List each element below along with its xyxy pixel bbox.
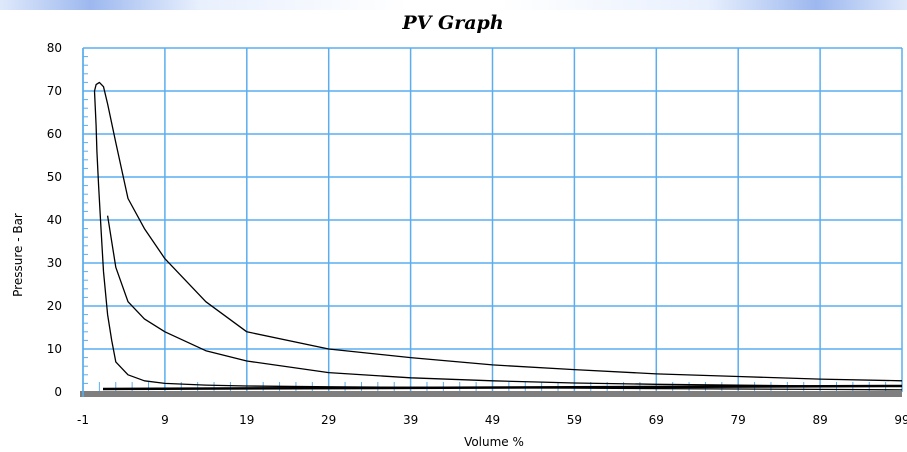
- x-tick-label: 9: [161, 413, 169, 427]
- pv-curve-line: [93, 81, 903, 391]
- x-tick-label: 39: [403, 413, 418, 427]
- x-tick-label: 19: [239, 413, 254, 427]
- chart-title: PV Graph: [401, 12, 503, 34]
- x-tick-label: 79: [731, 413, 746, 427]
- y-tick-labels: 0 10 20 30 40 50 60 70 80: [47, 41, 62, 399]
- y-tick-label: 10: [47, 342, 62, 356]
- grid: [82, 47, 903, 393]
- minor-ticks: [83, 56, 887, 392]
- x-axis-label: Volume %: [464, 435, 524, 449]
- x-tick-label: 49: [485, 413, 500, 427]
- y-tick-label: 20: [47, 299, 62, 313]
- x-axis-baseline: [80, 391, 902, 397]
- y-tick-label: 80: [47, 41, 62, 55]
- x-tick-label: 99: [894, 413, 907, 427]
- x-tick-labels: -1 9 19 29 39 49 59 69 79 89 99: [77, 413, 907, 427]
- pv-curve-line: [106, 215, 903, 388]
- y-tick-label: 70: [47, 84, 62, 98]
- y-axis-label: Pressure - Bar: [11, 213, 25, 297]
- y-tick-label: 60: [47, 127, 62, 141]
- y-tick-label: 50: [47, 170, 62, 184]
- x-tick-label: 69: [649, 413, 664, 427]
- y-tick-label: 30: [47, 256, 62, 270]
- zero-pressure-line: [102, 384, 903, 391]
- x-tick-label: 59: [567, 413, 582, 427]
- header-band: [0, 0, 907, 10]
- series-lines: [93, 81, 903, 391]
- x-tick-label: 89: [812, 413, 827, 427]
- y-tick-label: 0: [54, 385, 62, 399]
- y-tick-label: 40: [47, 213, 62, 227]
- axes: [80, 48, 903, 397]
- x-tick-label: 29: [321, 413, 336, 427]
- x-tick-label: -1: [77, 413, 89, 427]
